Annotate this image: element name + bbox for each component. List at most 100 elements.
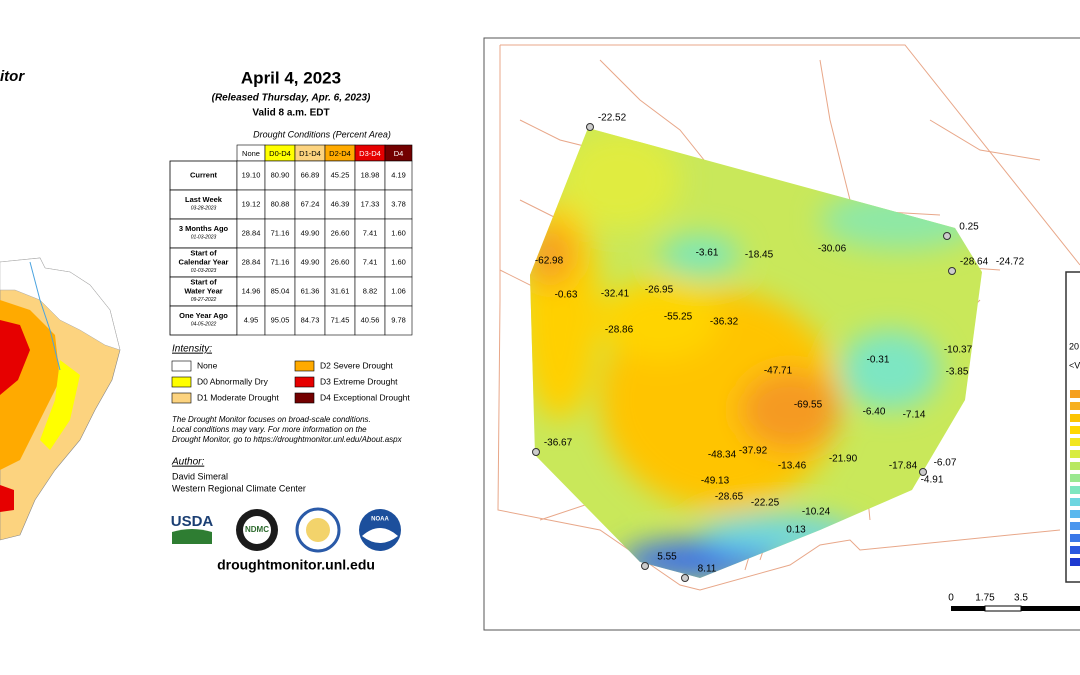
legend-swatch [171, 392, 192, 404]
legend-swatch [294, 376, 315, 388]
cell-value: 26.60 [331, 228, 350, 237]
cell-value: 71.16 [271, 257, 290, 266]
cell [264, 276, 296, 307]
cell-value: 71.45 [331, 315, 350, 324]
legend-label: D4 Exceptional Drought [320, 392, 410, 402]
station-value: -62.98 [535, 256, 564, 267]
cell-value: 80.88 [271, 199, 290, 208]
cell-value: 31.61 [331, 286, 350, 295]
cell [384, 276, 413, 307]
cell-value: 4.19 [391, 170, 406, 179]
station-value: -22.25 [751, 498, 780, 509]
cell-value: 1.60 [391, 257, 406, 266]
row-label-cell [169, 189, 238, 220]
station-value: -24.72 [996, 257, 1025, 268]
cell [294, 160, 326, 191]
scale-label: 0 [948, 593, 954, 604]
row-label: One Year Ago [179, 311, 228, 320]
monitor-title: itor [0, 68, 25, 85]
map-legend-text: <V [1069, 360, 1080, 370]
station-value: -18.45 [745, 250, 774, 261]
legend-label: D0 Abnormally Dry [197, 376, 269, 386]
legend-swatch [171, 376, 192, 388]
station-value: -3.85 [946, 367, 969, 378]
cell [264, 189, 296, 220]
station-value: -37.92 [739, 446, 768, 457]
cell [294, 218, 326, 249]
note-line: Drought Monitor, go to https://droughtmo… [172, 435, 403, 444]
cell [294, 276, 326, 307]
cell-value: 46.39 [331, 199, 350, 208]
station-value: -36.32 [710, 317, 739, 328]
row-date: 01-03-2023 [191, 268, 217, 274]
note-line: Local conditions may vary. For more info… [172, 425, 367, 434]
row-label: 3 Months Ago [179, 224, 229, 233]
cell-value: 71.16 [271, 228, 290, 237]
station-value: -6.07 [934, 458, 957, 469]
cell [384, 189, 413, 220]
cell-value: 14.96 [242, 286, 261, 295]
cell-value: 9.78 [391, 315, 406, 324]
legend-swatch [294, 360, 315, 372]
cell-value: 4.95 [244, 315, 259, 324]
row-label-cell [169, 247, 238, 278]
legend-label: D2 Severe Drought [320, 360, 393, 370]
station-value: -22.52 [598, 113, 627, 124]
row-label: Calendar Year [179, 257, 229, 266]
cell [324, 218, 356, 249]
station-value: -0.31 [867, 355, 890, 366]
author: Western Regional Climate Center [172, 483, 306, 493]
cell [236, 218, 266, 249]
logo-usda: USDA [171, 513, 214, 530]
cell-value: 80.90 [271, 170, 290, 179]
station-value: -28.65 [715, 492, 744, 503]
cell-value: 19.10 [242, 170, 261, 179]
logos: USDA NDMC NOAA [171, 507, 401, 553]
header-text: None [242, 149, 260, 158]
station-value: -3.61 [696, 248, 719, 259]
station-value: -6.40 [863, 407, 886, 418]
station-value: 0.25 [959, 222, 979, 233]
header-text: D1-D4 [299, 149, 321, 158]
station-value: -36.67 [544, 438, 573, 449]
cell [294, 247, 326, 278]
cell [354, 160, 386, 191]
station-value: -49.13 [701, 476, 730, 487]
map-legend-swatches [1070, 390, 1080, 566]
cell [236, 247, 266, 278]
cell-value: 45.25 [331, 170, 350, 179]
legend-swatch [294, 392, 315, 404]
cell [264, 218, 296, 249]
scale-label: 3.5 [1014, 593, 1028, 604]
row-label: Start of [190, 277, 217, 286]
station-value: -55.25 [664, 312, 693, 323]
cell [264, 305, 296, 336]
row-label-cell [169, 218, 238, 249]
cell [384, 160, 413, 191]
cell-value: 18.98 [361, 170, 380, 179]
station-value: 0.13 [786, 525, 806, 536]
station [532, 448, 540, 456]
header-text: D3-D4 [359, 149, 381, 158]
logo-ndmc: NDMC [245, 525, 269, 534]
table: None D0-D4 D1-D4 D2-D4 D3-D4 D4 Current 19.10 80… [169, 144, 413, 336]
station-value: -47.71 [764, 366, 793, 377]
cell [354, 247, 386, 278]
table-caption: Drought Conditions (Percent Area) [253, 129, 391, 139]
station-value: -30.06 [818, 244, 847, 255]
cell [324, 247, 356, 278]
row-label-cell [169, 305, 238, 336]
row-date: 09-27-2022 [191, 297, 217, 303]
cell-value: 8.82 [363, 286, 378, 295]
scale-bar [951, 605, 1080, 612]
cell-value: 28.84 [242, 257, 261, 266]
cell-value: 84.73 [301, 315, 320, 324]
cell [354, 189, 386, 220]
legend: None D0 Abnormally Dry D1 Moderate Drought… [171, 360, 410, 404]
row-label: Last Week [185, 195, 223, 204]
cell-value: 26.60 [331, 257, 350, 266]
station-value: -10.24 [802, 507, 831, 518]
cell-value: 28.84 [242, 228, 261, 237]
legend-swatch [171, 360, 192, 372]
